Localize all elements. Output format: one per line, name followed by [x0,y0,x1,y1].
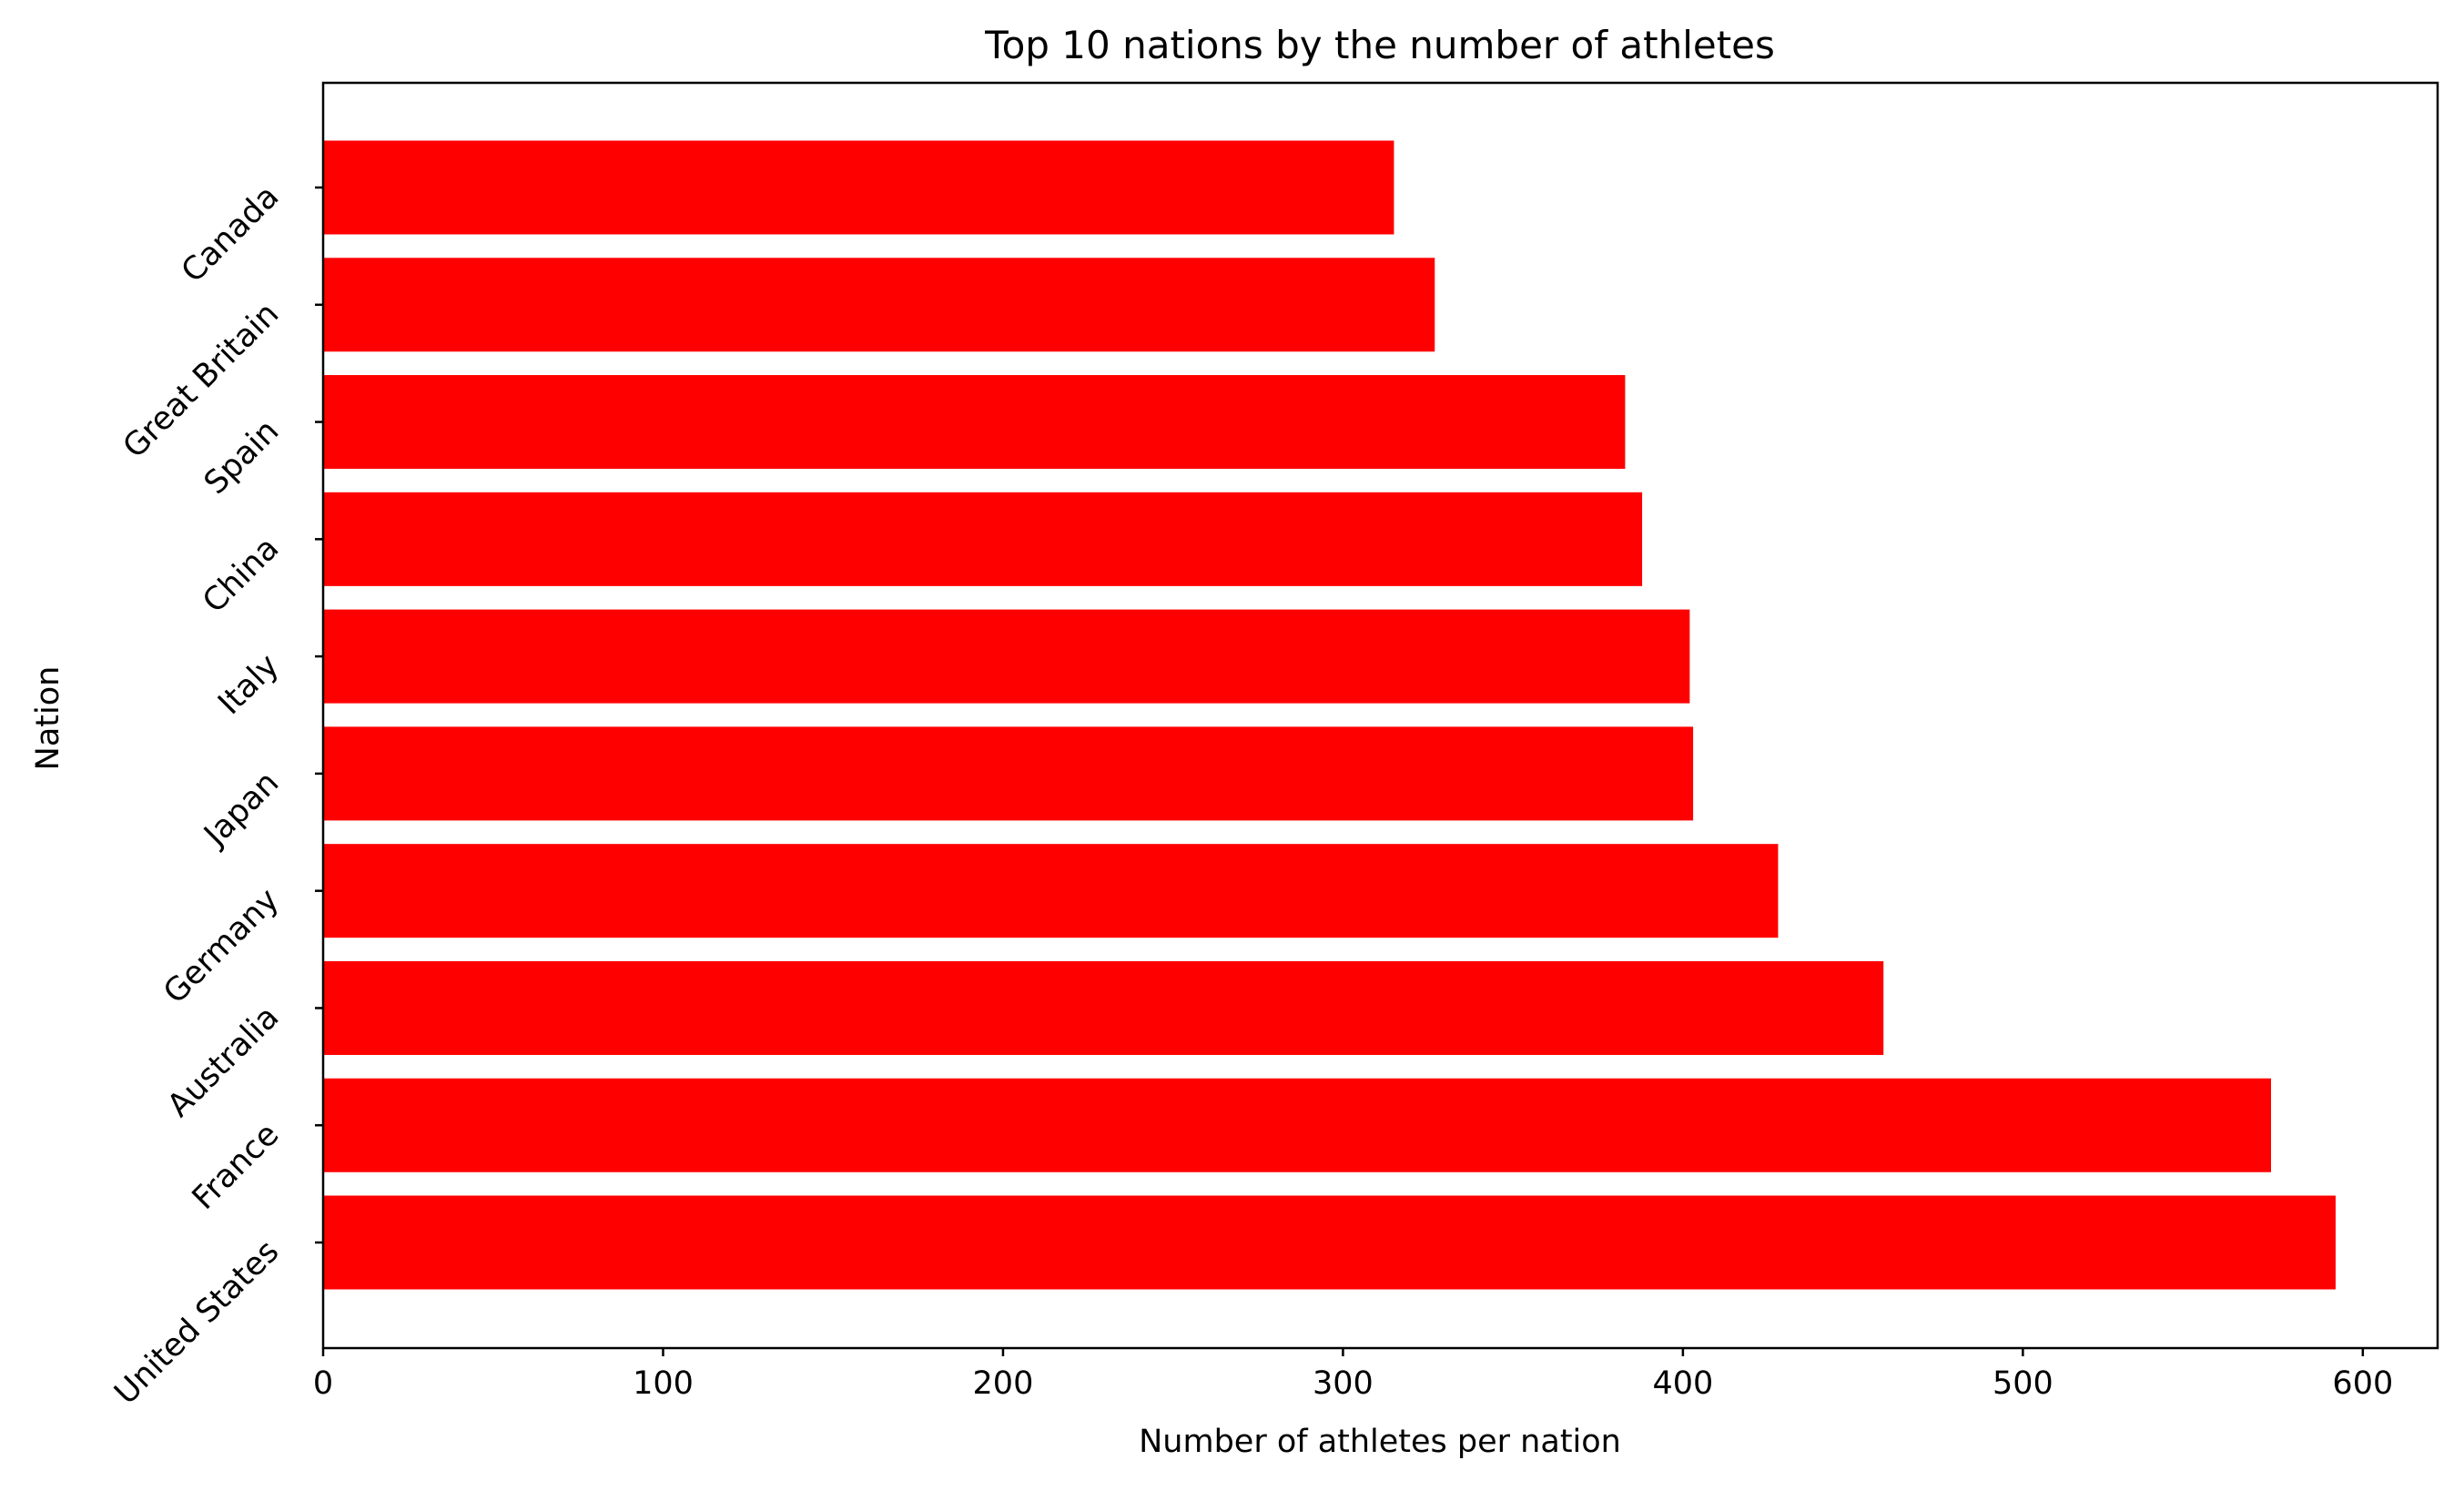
x-tick-label: 600 [2332,1365,2393,1402]
y-tick-label-united-states: United States [107,1233,286,1412]
y-tick-label-france: France [186,1116,287,1217]
bar-france [323,1078,2271,1172]
plot-area-frame [321,81,2439,1350]
x-tick-label: 100 [633,1365,694,1402]
y-tick-label-china: China [196,530,286,620]
bars-group [323,140,2336,1290]
x-tick-label: 200 [973,1365,1034,1402]
y-tick-label-canada: Canada [175,178,286,289]
x-tick-label: 500 [1992,1365,2053,1402]
y-tick-label-japan: Japan [197,765,287,855]
y-tick-label-italy: Italy [211,647,286,722]
bar-italy [323,609,1690,704]
y-axis-label: Nation [30,666,66,771]
bar-australia [323,960,1884,1055]
bar-united-states [323,1195,2336,1290]
x-tick-label: 400 [1652,1365,1713,1402]
bar-japan [323,726,1694,821]
bar-china [323,492,1643,586]
y-tick-label-australia: Australia [161,999,287,1125]
x-tick-label: 300 [1313,1365,1374,1402]
bar-great-britain [323,258,1435,352]
bar-spain [323,375,1626,470]
chart-title: Top 10 nations by the number of athletes [984,23,1775,67]
bar-germany [323,844,1779,938]
bar-canada [323,140,1394,235]
y-tick-label-spain: Spain [198,413,286,502]
y-tick-label-germany: Germany [157,882,286,1011]
x-tick-label: 0 [313,1365,333,1402]
x-axis-label: Number of athletes per nation [1139,1424,1621,1460]
